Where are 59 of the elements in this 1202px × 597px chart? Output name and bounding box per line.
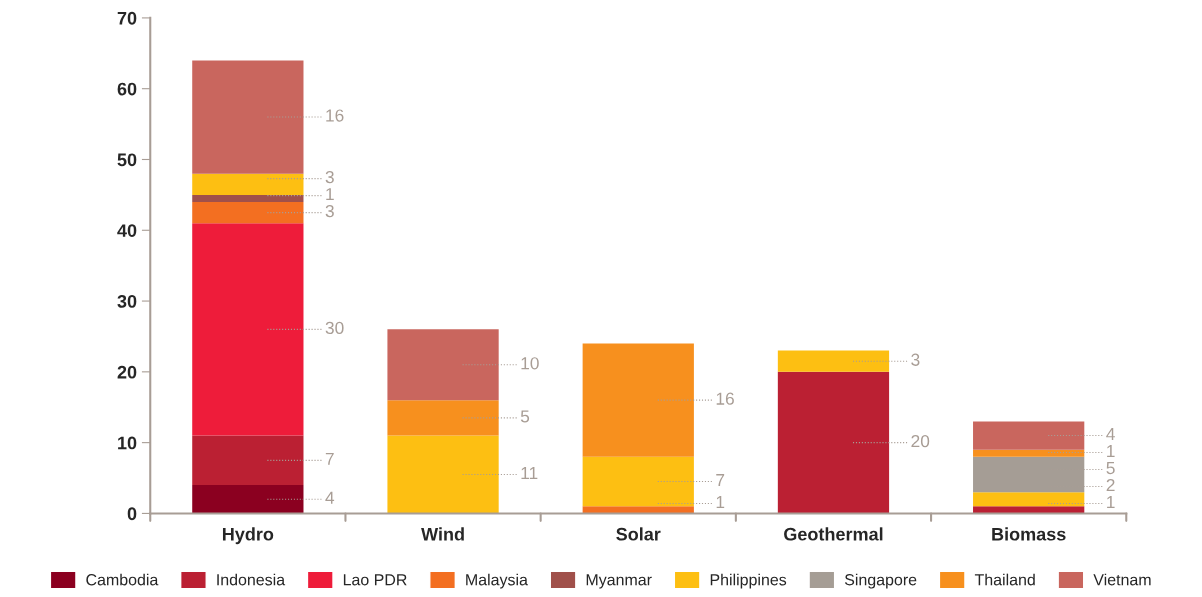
legend-label: Indonesia (217, 573, 286, 586)
y-tick-label: 10 (118, 436, 137, 450)
x-tick-label: Biomass (992, 527, 1066, 541)
x-tick-label: Wind (421, 527, 464, 541)
data-label: 3 (325, 170, 334, 184)
bar (192, 173, 304, 195)
legend-label: Philippines (710, 573, 787, 589)
bar (192, 201, 304, 224)
y-tick-label: 20 (117, 365, 137, 379)
data-label: 5 (520, 410, 530, 423)
data-label: 20 (911, 435, 930, 448)
data-label: 1 (1107, 445, 1115, 458)
bar (192, 60, 304, 174)
x-tick-label: Hydro (222, 527, 274, 545)
bar (387, 435, 499, 514)
bar (192, 435, 304, 486)
data-label: 16 (716, 392, 734, 405)
legend-label: Singapore (844, 573, 917, 589)
legend-label: Lao PDR (343, 574, 407, 586)
data-label: 5 (1106, 462, 1115, 475)
data-label: 3 (911, 353, 920, 366)
data-label: 4 (325, 491, 335, 504)
bar (192, 194, 304, 202)
y-tick-label: 30 (117, 294, 137, 308)
legend-label: Thailand (974, 573, 1035, 586)
bar (387, 329, 499, 401)
y-tick-label: 40 (117, 224, 137, 237)
data-label: 1 (716, 496, 725, 508)
bar (582, 343, 694, 457)
data-label: 7 (325, 452, 334, 465)
x-tick-label: Geothermal (784, 527, 883, 541)
bar (777, 350, 890, 372)
bar (387, 400, 499, 436)
data-label: 7 (716, 474, 725, 487)
y-tick-label: 70 (117, 11, 137, 25)
bar (192, 223, 304, 436)
data-label: 2 (1106, 478, 1115, 492)
legend-label: Myanmar (586, 574, 652, 589)
bar (973, 421, 1085, 450)
bar (192, 485, 304, 514)
legend-label: Cambodia (86, 573, 159, 586)
bar (777, 371, 890, 514)
data-label: 1 (326, 188, 334, 201)
y-tick-label: 60 (117, 82, 137, 96)
y-tick-label: 0 (127, 507, 137, 521)
x-tick-label: Solar (616, 527, 661, 541)
legend-label: Malaysia (466, 573, 528, 589)
data-label: 11 (521, 467, 538, 479)
data-label: 3 (325, 204, 334, 218)
bar (973, 492, 1085, 507)
data-label: 10 (521, 357, 539, 370)
legend-label: Vietnam (1093, 573, 1151, 586)
data-label: 16 (326, 109, 344, 122)
bar (973, 449, 1085, 457)
data-label: 1 (1107, 496, 1115, 508)
data-label: 4 (1106, 428, 1115, 441)
data-label: 30 (325, 321, 344, 335)
y-tick-label: 50 (117, 153, 137, 167)
bar (582, 456, 694, 507)
